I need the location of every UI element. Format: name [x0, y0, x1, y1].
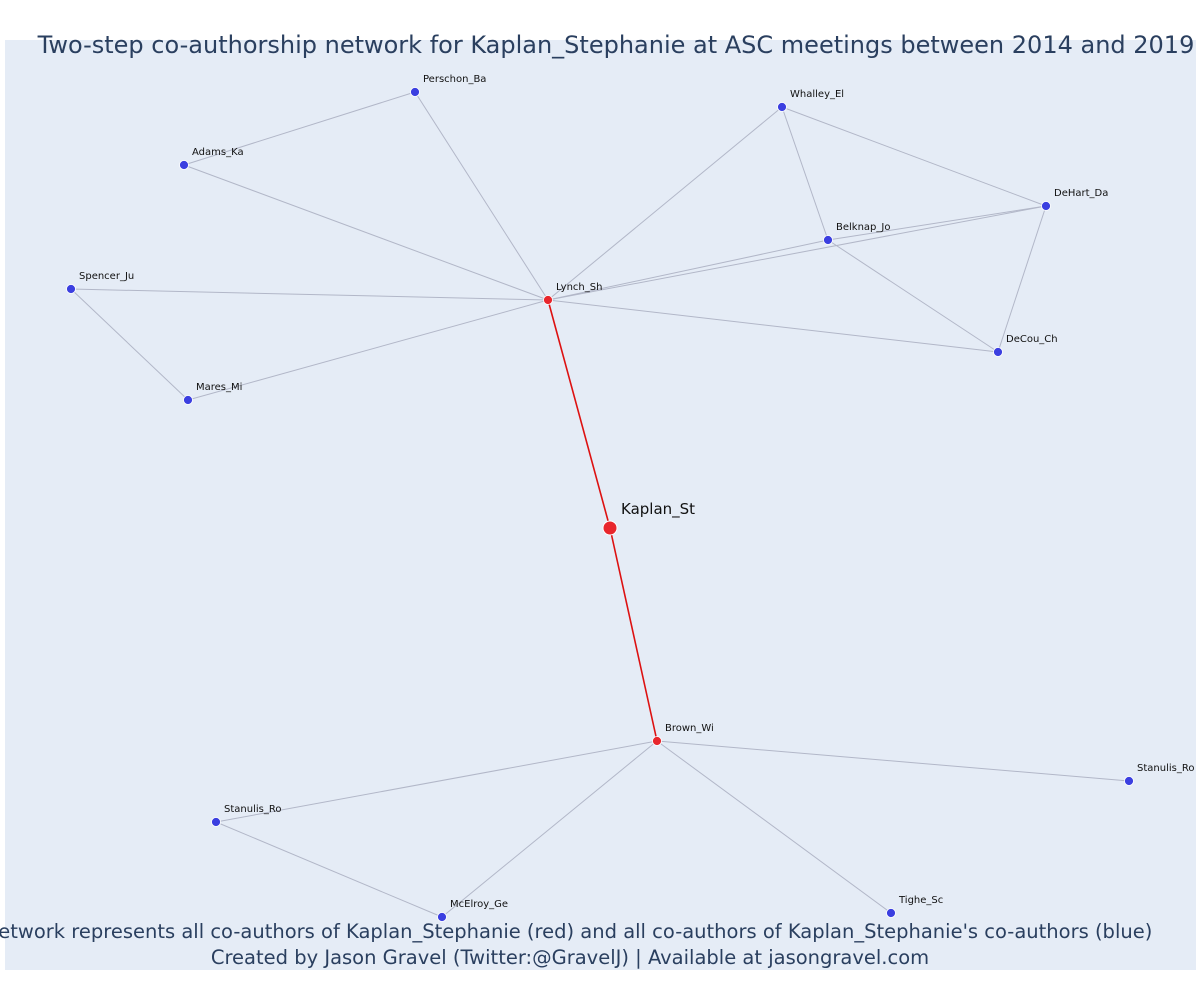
node-marker-whalley[interactable] — [777, 102, 787, 112]
edge-lynch-decou — [547, 299, 999, 353]
caption-line-2: Created by Jason Gravel (Twitter:@Gravel… — [211, 946, 929, 969]
node-marker-stanulis1[interactable] — [211, 817, 221, 827]
node-stanulis2[interactable]: Stanulis_Ro — [1124, 763, 1195, 786]
node-label-adams: Adams_Ka — [192, 147, 244, 158]
node-adams[interactable]: Adams_Ka — [179, 147, 244, 170]
node-dehart[interactable]: DeHart_Da — [1041, 188, 1109, 211]
node-marker-lynch[interactable] — [543, 295, 553, 305]
edge-whalley-belknap — [781, 106, 829, 241]
node-label-mares: Mares_Mi — [196, 382, 242, 393]
node-marker-brown[interactable] — [652, 736, 662, 746]
node-marker-adams[interactable] — [179, 160, 189, 170]
node-tighe[interactable]: Tighe_Sc — [886, 895, 944, 918]
caption-line-1: Network represents all co-authors of Kap… — [0, 920, 1152, 943]
node-spencer[interactable]: Spencer_Ju — [66, 271, 135, 294]
node-marker-spencer[interactable] — [66, 284, 76, 294]
node-label-spencer: Spencer_Ju — [79, 271, 134, 282]
node-marker-perschon[interactable] — [410, 87, 420, 97]
edge-brown-mcelroy — [441, 740, 658, 918]
edge-brown-stanulis1 — [215, 740, 658, 823]
node-marker-mares[interactable] — [183, 395, 193, 405]
node-label-tighe: Tighe_Sc — [898, 895, 943, 906]
edges-layer — [70, 91, 1130, 918]
diagram-title: Two-step co-authorship network for Kapla… — [37, 31, 1195, 59]
edge-lynch-spencer — [70, 288, 549, 301]
nodes-layer: Kaplan_St Lynch_Sh Brown_Wi Perschon_Ba Adam… — [66, 74, 1195, 922]
edge-dehart-decou — [997, 205, 1047, 353]
edge-kaplan-brown — [609, 527, 658, 742]
node-label-kaplan: Kaplan_St — [621, 500, 695, 519]
node-stanulis1[interactable]: Stanulis_Ro — [211, 804, 282, 827]
edge-lynch-perschon — [414, 91, 549, 301]
node-lynch[interactable]: Lynch_Sh — [543, 282, 603, 305]
edge-spencer-mares — [70, 288, 189, 401]
node-belknap[interactable]: Belknap_Jo — [823, 222, 891, 245]
node-mcelroy[interactable]: McElroy_Ge — [437, 899, 509, 922]
node-label-lynch: Lynch_Sh — [556, 282, 602, 293]
node-label-brown: Brown_Wi — [665, 723, 714, 734]
node-marker-belknap[interactable] — [823, 235, 833, 245]
node-marker-kaplan[interactable] — [602, 520, 618, 536]
node-marker-stanulis2[interactable] — [1124, 776, 1134, 786]
node-perschon[interactable]: Perschon_Ba — [410, 74, 487, 97]
edge-brown-tighe — [656, 740, 892, 914]
node-mares[interactable]: Mares_Mi — [183, 382, 243, 405]
plot-area — [5, 40, 1196, 970]
edge-whalley-dehart — [781, 106, 1047, 207]
edge-brown-stanulis2 — [656, 740, 1130, 782]
edge-kaplan-lynch — [547, 299, 611, 529]
edge-lynch-whalley — [547, 106, 783, 301]
edge-lynch-adams — [183, 164, 549, 301]
node-label-decou: DeCou_Ch — [1006, 334, 1058, 345]
node-label-belknap: Belknap_Jo — [836, 222, 890, 233]
edge-belknap-dehart — [827, 205, 1047, 241]
edge-adams-perschon — [183, 91, 416, 166]
edge-lynch-dehart — [547, 205, 1047, 301]
node-label-perschon: Perschon_Ba — [423, 74, 486, 85]
node-brown[interactable]: Brown_Wi — [652, 723, 714, 746]
node-label-whalley: Whalley_El — [790, 89, 844, 100]
edge-belknap-decou — [827, 239, 999, 353]
node-marker-decou[interactable] — [993, 347, 1003, 357]
node-marker-tighe[interactable] — [886, 908, 896, 918]
node-label-mcelroy: McElroy_Ge — [450, 899, 508, 910]
node-label-dehart: DeHart_Da — [1054, 188, 1108, 199]
node-decou[interactable]: DeCou_Ch — [993, 334, 1058, 357]
node-marker-dehart[interactable] — [1041, 201, 1051, 211]
edge-lynch-mares — [187, 299, 549, 401]
node-marker-mcelroy[interactable] — [437, 912, 447, 922]
edge-stanulis1-mcelroy — [215, 821, 443, 918]
node-label-stanulis1: Stanulis_Ro — [224, 804, 281, 815]
node-label-stanulis2: Stanulis_Ro — [1137, 763, 1194, 774]
edge-lynch-belknap — [547, 239, 829, 301]
node-whalley[interactable]: Whalley_El — [777, 89, 845, 112]
node-kaplan[interactable]: Kaplan_St — [602, 500, 695, 536]
